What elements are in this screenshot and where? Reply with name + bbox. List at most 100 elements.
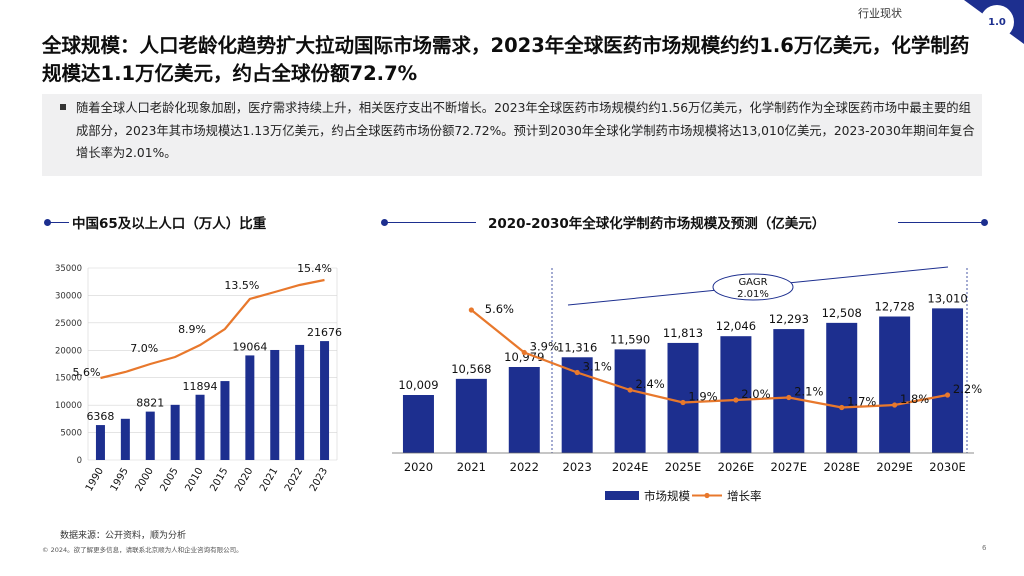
y-tick-label: 10000	[55, 401, 82, 411]
bar	[720, 336, 752, 453]
x-tick-label: 2000	[134, 466, 156, 494]
line-point	[680, 399, 686, 406]
line-point	[944, 392, 951, 398]
y-tick-label: 25000	[55, 319, 82, 329]
bar-value-label: 12,293	[769, 312, 809, 326]
line-value-label: 5.6%	[485, 302, 514, 316]
right-title-line-left	[384, 222, 476, 223]
x-tick-label: 2021	[457, 460, 486, 474]
bar	[295, 344, 305, 460]
x-tick-label: 2020	[404, 460, 433, 474]
right-chart-title: 2020-2030年全球化学制药市场规模及预测（亿美元）	[488, 216, 826, 232]
bar	[195, 394, 205, 460]
bar	[614, 349, 646, 453]
line-value-label: 8.9%	[178, 323, 206, 336]
bar	[145, 411, 155, 460]
line-value-label: 15.4%	[297, 262, 332, 275]
y-tick-label: 35000	[55, 264, 82, 274]
line-value-label: 7.0%	[130, 342, 158, 355]
bar	[220, 381, 230, 460]
line-point	[627, 387, 633, 393]
bar-value-label: 11,316	[557, 340, 597, 354]
line-point	[786, 394, 792, 401]
copyright-note: © 2024。欲了解更多信息，请联系北京顺为人和企业咨询有限公司。	[42, 546, 243, 554]
bar	[932, 308, 964, 453]
bar-value-label: 11,590	[610, 332, 650, 346]
y-tick-label: 0	[77, 456, 82, 466]
x-tick-label: 2023	[308, 466, 330, 494]
bar-value-label: 12,508	[822, 306, 862, 320]
summary-box	[42, 94, 982, 176]
bar-value-label: 19064	[232, 340, 267, 353]
annotation-ellipse	[712, 273, 794, 301]
line-value-label: 2.0%	[741, 387, 770, 401]
bar	[773, 329, 805, 453]
bar	[879, 316, 911, 453]
line-point	[733, 397, 739, 403]
x-tick-label: 2023	[563, 460, 592, 474]
legend-label: 增长率	[727, 489, 762, 503]
y-tick-label: 15000	[55, 374, 82, 384]
line-value-label: 3.1%	[583, 360, 612, 374]
bar-value-label: 21676	[307, 326, 342, 339]
bar-value-label: 12,728	[875, 300, 915, 314]
x-tick-label: 2015	[208, 466, 230, 494]
x-tick-label: 2025E	[665, 460, 702, 474]
x-tick-label: 2028E	[823, 460, 860, 474]
bar-value-label: 10,568	[451, 362, 491, 376]
line-point	[521, 349, 527, 356]
page-title: 全球规模：人口老龄化趋势扩大拉动国际市场需求，2023年全球医药市场规模约约1.…	[42, 34, 970, 85]
legend-swatch-point	[704, 492, 710, 499]
bar	[826, 322, 858, 453]
annotation-value: 2.01%	[737, 289, 769, 300]
bar	[95, 425, 105, 460]
line-value-label: 1.8%	[900, 392, 929, 406]
bar-value-label: 10,009	[398, 378, 438, 392]
bar-value-label: 11,813	[663, 326, 703, 340]
line-value-label: 1.7%	[847, 395, 876, 409]
x-tick-label: 2029E	[876, 460, 913, 474]
bar-value-label: 11894	[183, 380, 218, 393]
bar-value-label: 6368	[86, 410, 114, 423]
x-tick-label: 2010	[183, 466, 205, 494]
x-tick-label: 1990	[84, 466, 106, 494]
line-value-label: 2.2%	[953, 382, 982, 396]
y-tick-label: 5000	[60, 429, 82, 439]
bar	[270, 349, 280, 460]
left-chart-title: 中国65及以上人口（万人）比重	[72, 216, 267, 232]
series-line	[100, 278, 325, 380]
line-point	[839, 404, 845, 411]
line-value-label: 1.9%	[688, 390, 717, 404]
bar-value-label: 13,010	[927, 291, 967, 305]
x-tick-label: 2027E	[771, 460, 808, 474]
legend-swatch-bar	[605, 491, 639, 500]
right-title-dot-right	[981, 219, 988, 226]
line-point	[574, 369, 580, 376]
line-value-label: 2.1%	[794, 385, 823, 399]
x-tick-label: 2021	[258, 466, 280, 494]
right-chart: 10,009 10,568 10,979 11,316 11,590 11,813 12,0…	[392, 266, 982, 503]
bar	[667, 342, 699, 453]
x-tick-label: 2024E	[612, 460, 649, 474]
bar	[320, 341, 330, 460]
bar	[245, 355, 255, 460]
x-tick-label: 2026E	[718, 460, 755, 474]
x-tick-label: 2005	[158, 466, 180, 494]
section-number-badge: 1.0	[980, 5, 1014, 39]
source-note: 数据来源：公开资料，顺为分析	[60, 531, 187, 541]
bar-value-label: 8821	[136, 397, 164, 410]
y-tick-label: 30000	[55, 291, 82, 301]
bullet-icon	[60, 104, 66, 110]
annotation-label: GAGR	[738, 277, 767, 288]
x-tick-label: 1995	[109, 466, 131, 494]
line-value-label: 3.9%	[530, 340, 559, 354]
right-title-line-right	[898, 222, 984, 223]
legend-label: 市场规模	[644, 489, 690, 503]
x-tick-label: 2020	[233, 466, 255, 494]
bar	[455, 378, 487, 453]
line-point	[468, 307, 474, 313]
series-line	[470, 309, 948, 409]
line-point	[892, 402, 898, 408]
left-title-line	[47, 222, 69, 223]
line-value-label: 2.4%	[635, 377, 664, 391]
